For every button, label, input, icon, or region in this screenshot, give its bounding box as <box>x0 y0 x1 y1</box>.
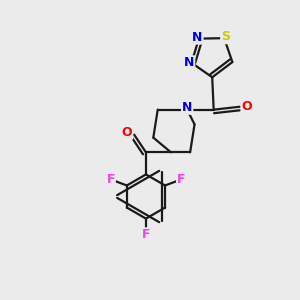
Text: N: N <box>182 101 192 114</box>
Text: F: F <box>106 173 115 186</box>
Text: S: S <box>221 30 230 43</box>
Text: N: N <box>184 56 194 69</box>
Text: O: O <box>122 126 132 139</box>
Text: N: N <box>192 31 203 44</box>
Text: F: F <box>142 228 150 241</box>
Text: F: F <box>177 173 185 186</box>
Text: O: O <box>241 100 252 113</box>
